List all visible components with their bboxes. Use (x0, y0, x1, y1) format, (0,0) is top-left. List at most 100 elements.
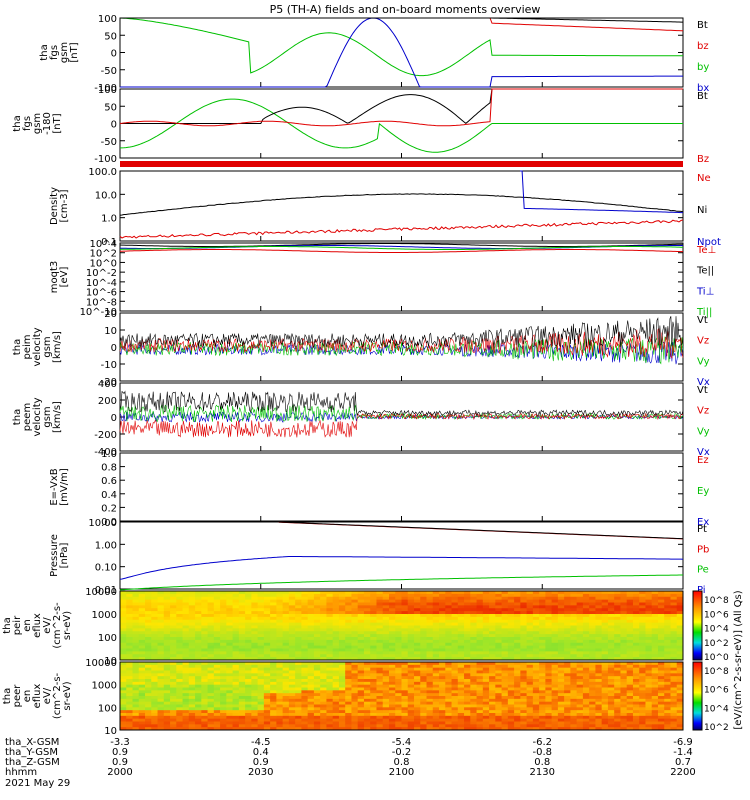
y-label-line: gsm (42, 406, 53, 427)
x-row-value: -1.4 (673, 747, 693, 758)
panel-efield: 1.0 0.8 0.6 0.4 0.2 0.0 E=-VxB[mV/m] Ez Ey Ex (49, 449, 709, 528)
colorbar-tick-label: 10^2 (704, 639, 729, 649)
y-axis-label: moqt3[eV] (49, 261, 70, 294)
y-axis-label: E=-VxB[mV/m] (49, 468, 70, 506)
y-axis-label: Density[cm-3] (49, 187, 70, 225)
y-tick-label: 0.4 (101, 490, 117, 501)
y-label-line: fgs (22, 116, 33, 131)
y-tick-label: 0.2 (101, 503, 117, 514)
y-axis-label: thafgsgsm[nT] (39, 42, 80, 63)
y-tick-label: -200 (94, 430, 117, 441)
colorbar-strip (692, 590, 703, 661)
y-tick-label: 10^-10 (80, 307, 117, 318)
y-tick-label: 10^0 (90, 258, 117, 269)
series-bz-line (119, 88, 683, 127)
series-vz-line (119, 412, 684, 438)
y-tick-label: -400 (94, 447, 117, 458)
y-tick-label: -20 (101, 377, 117, 388)
y-label-line: gsm (59, 42, 70, 63)
y-label-line: [mV/m] (59, 468, 70, 506)
legend-vy: Vy (697, 356, 710, 367)
y-label-line: velocity (32, 397, 43, 436)
x-row-value: 0.4 (253, 747, 269, 758)
panel-peer_eflux: 10000 1000 100 10 thapeerenefluxeV/(cm^2-s-s… (2, 658, 684, 737)
legend-vt: Vt (697, 315, 708, 326)
y-label-line: eV/ (42, 687, 53, 704)
plot-title: P5 (TH-A) fields and on-board moments ov… (270, 3, 541, 16)
panel-frame (119, 521, 684, 590)
x-row-value: -6.9 (673, 737, 693, 748)
legend-vt: Vt (697, 385, 708, 396)
y-label-line: sr-eV) (62, 681, 73, 710)
x-row-value: 2130 (530, 767, 555, 778)
y-tick-label: 0.0 (101, 517, 117, 528)
y-tick-label: 1.0 (101, 449, 117, 460)
legend-vy: Vy (697, 426, 710, 437)
spectrogram (120, 662, 684, 731)
x-row-value: 0.8 (534, 757, 550, 768)
y-tick-label: 50 (104, 102, 117, 113)
y-tick-label: 1.0 (101, 214, 117, 225)
x-row-value: -5.4 (392, 737, 412, 748)
series-ne-line (119, 219, 684, 239)
x-row-value: 2200 (670, 767, 695, 778)
y-tick-label: 0 (111, 49, 117, 60)
colorbar: 10^8 10^6 10^4 10^2 10^0 10^8 10^6 10^4 10^2 [eV/… (692, 590, 744, 733)
legend-pb: Pb (697, 544, 709, 555)
x-axis-labels: tha_X-GSM -3.3 -4.5 -5.4 -6.2 -6.9 tha_Y-GSM 0.… (5, 737, 696, 789)
y-label-line: tha (12, 339, 23, 355)
series-green-line (120, 98, 683, 153)
y-tick-label: 50 (104, 31, 117, 42)
y-label-line: [eV] (59, 267, 70, 288)
spectrogram (120, 591, 684, 661)
y-axis-label: thapeimvelocitygsm[km/s] (12, 327, 63, 366)
panel-peem_vel: 400 200 0 -200 -400 thapeemvelocitygsm[km/s] V… (12, 379, 710, 458)
panel-frame (119, 452, 684, 522)
y-label-line: gsm (42, 336, 53, 357)
y-tick-label: 0.8 (101, 463, 117, 474)
y-label-line: peir (12, 615, 23, 635)
y-label-line: tha (2, 617, 13, 633)
x-row-value: 2030 (248, 767, 273, 778)
y-tick-label: 10^4 (90, 239, 117, 250)
legend-bz: bz (697, 41, 709, 52)
colorbar-tick-label: 10^8 (704, 596, 729, 606)
y-tick-label: 1.00 (95, 540, 117, 551)
y-tick-label: 0 (111, 343, 117, 354)
y-label-line: (cm^2-s- (52, 672, 63, 719)
legend-ey: Ey (697, 486, 709, 497)
y-label-line: [km/s] (52, 401, 63, 433)
colorbar-tick-label: 10^0 (704, 653, 729, 663)
y-label-line: gsm (32, 113, 43, 134)
y-tick-label: 1000 (92, 681, 117, 692)
y-tick-label: 10 (104, 726, 117, 737)
y-label-line: fgs (49, 45, 60, 60)
x-row-label-tha-z-gsm: tha_Z-GSM (5, 757, 60, 768)
legend-vx: Vx (697, 447, 710, 458)
legend-ne: Ne (697, 173, 711, 184)
y-label-line: tha (39, 44, 50, 60)
legend-ez: Ez (697, 455, 709, 466)
red-status-bar (120, 161, 683, 167)
y-label-line: [cm-3] (59, 189, 70, 222)
y-tick-label: 100 (98, 14, 117, 25)
y-axis-label: thapeerenefluxeV/(cm^2-s-sr-eV) (2, 672, 73, 719)
series-ni-line (119, 193, 684, 216)
legend-ti: Ti|| (696, 307, 712, 318)
x-row-value: -0.8 (532, 747, 552, 758)
legend-npot: Npot (697, 237, 721, 248)
colorbar-tick-label: 10^2 (704, 723, 729, 733)
panels: 100500-50-100thafgsgsm[nT]Btbzbybx100500… (2, 14, 721, 737)
y-tick-label: 10 (104, 656, 117, 667)
series-pt-line (278, 521, 684, 540)
legend-bz: Bz (697, 154, 709, 165)
y-label-line: tha (12, 115, 23, 131)
series-npot-line (520, 170, 683, 214)
panel-fgs_gse: 100 50 0 -50 -100 thafgsgsm-180[nT] Bt Bz (12, 85, 709, 165)
x-row-value: -3.3 (110, 737, 130, 748)
legend-vz: Vz (697, 406, 709, 417)
y-label-line: peim (22, 334, 33, 359)
y-tick-label: 100 (98, 633, 117, 644)
y-axis-label: Pressure[nPa] (49, 534, 70, 577)
